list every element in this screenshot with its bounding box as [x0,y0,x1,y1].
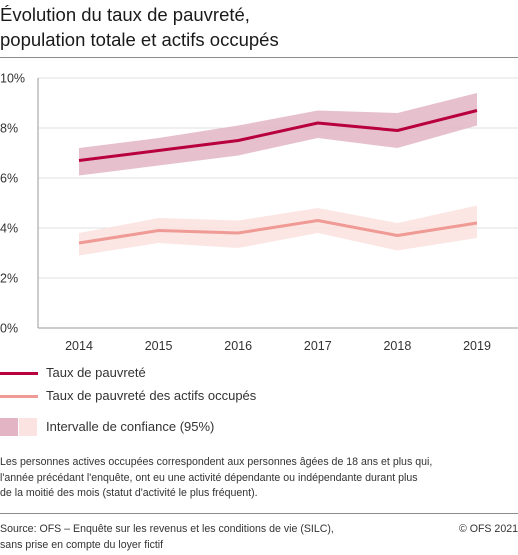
data-point-series-1-2015 [157,149,160,152]
footnote-line-3: de la moitié des mois (statut d'activité… [0,487,258,499]
legend-label-series1: Taux de pauvreté [46,365,146,380]
title-line-1: Évolution du taux de pauvreté, [0,4,250,25]
legend-item-series1: Taux de pauvreté [0,362,518,384]
line-chart: 0% 2% 4% 6% 8% 10% 2014 2015 2016 2017 2018 2019 [0,72,518,354]
y-tick-label-5: 10% [0,72,25,86]
data-point-series-1-2018 [396,129,399,132]
source-text: Source: OFS – Enquête sur les revenus et… [0,521,400,553]
confidence-band-layer [79,93,477,256]
source-line-2: sans prise en compte du loyer fictif [0,539,164,551]
y-tick-label-0: 0% [0,322,18,336]
data-point-series-2-2018 [396,234,399,237]
source-line-1: Source: OFS – Enquête sur les revenus et… [0,523,334,535]
copyright: © OFS 2021 [458,523,518,535]
legend-swatch-ci-series2 [19,418,37,436]
legend-swatch-ci-series1 [0,418,18,436]
legend-item-ci: Intervalle de confiance (95%) [0,416,518,438]
data-point-series-1-2017 [316,122,319,125]
data-point-series-2-2017 [316,219,319,222]
title-line-2: population totale et actifs occupés [0,29,279,50]
y-tick-label-2: 4% [0,222,18,236]
series-line-1 [78,109,478,162]
x-tick-label-2014: 2014 [65,339,93,353]
y-tick-label-3: 6% [0,172,18,186]
x-tick-label-2018: 2018 [383,339,411,353]
confidence-band-series-1 [79,93,477,176]
data-point-series-1-2019 [476,109,479,112]
footnote-line-2: l'année précédant l'enquête, ont eu une … [0,471,418,484]
chart-title: Évolution du taux de pauvreté, populatio… [0,2,518,52]
legend-label-series2: Taux de pauvreté des actifs occupés [46,388,257,403]
tick-label-layer: 0% 2% 4% 6% 8% 10% 2014 2015 2016 2017 2018 2019 [0,72,491,354]
legend-label-ci: Intervalle de confiance (95%) [46,419,215,434]
footnote: Les personnes actives occupées correspon… [0,455,518,502]
data-point-series-2-2014 [78,242,81,245]
confidence-band-series-2 [79,205,477,256]
legend-item-series2: Taux de pauvreté des actifs occupés [0,385,518,407]
y-tick-label-4: 8% [0,122,18,136]
source-rule [0,513,518,514]
x-tick-label-2019: 2019 [463,339,491,353]
y-tick-label-1: 2% [0,272,18,286]
x-tick-label-2016: 2016 [224,339,252,353]
legend-swatch-series1 [0,372,38,375]
title-rule [0,57,518,58]
data-point-series-2-2015 [157,229,160,232]
series-line-layer [78,109,479,245]
footnote-line-1: Les personnes actives occupées correspon… [0,456,433,468]
data-point-series-1-2014 [78,159,81,162]
x-tick-label-2015: 2015 [145,339,173,353]
legend-swatch-series2 [0,395,38,398]
x-tick-label-2017: 2017 [304,339,332,353]
series-line-2 [78,219,478,245]
data-point-series-2-2019 [476,222,479,225]
data-point-series-2-2016 [237,232,240,235]
data-point-series-1-2016 [237,139,240,142]
